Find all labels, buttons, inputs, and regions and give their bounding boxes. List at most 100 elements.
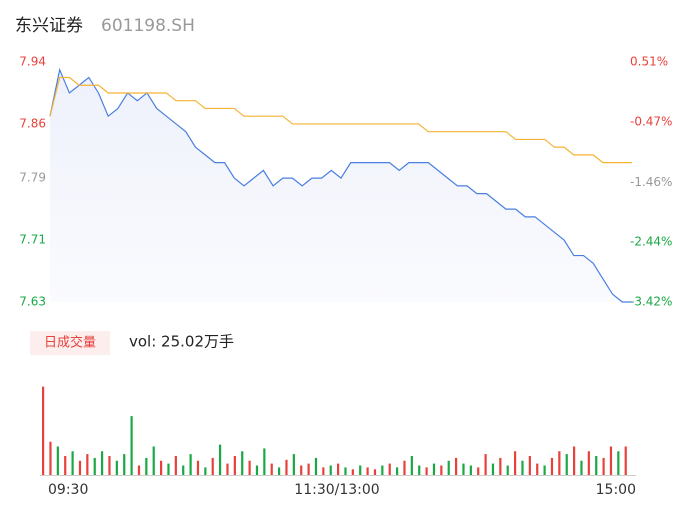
volume-bar bbox=[514, 451, 517, 475]
y2-tick-label: -0.47% bbox=[630, 114, 672, 128]
volume-bar bbox=[550, 457, 554, 475]
volume-bar bbox=[351, 469, 354, 475]
volume-bar bbox=[93, 457, 96, 475]
volume-bar bbox=[307, 463, 310, 475]
volume-bar bbox=[108, 456, 111, 475]
volume-bar bbox=[388, 463, 391, 475]
y-tick-label: 7.71 bbox=[19, 233, 46, 247]
volume-bar bbox=[381, 465, 384, 475]
volume-bar bbox=[86, 454, 89, 475]
volume-bar bbox=[617, 451, 620, 475]
stock-name: 东兴证券 bbox=[15, 16, 83, 36]
volume-bar bbox=[314, 457, 318, 475]
volume-bar bbox=[182, 465, 185, 475]
stock-code: 601198.SH bbox=[101, 16, 195, 36]
y2-tick-label: -3.42% bbox=[630, 295, 672, 309]
volume-bar bbox=[292, 454, 295, 475]
volume-bar bbox=[595, 456, 598, 475]
y2-tick-label: -1.46% bbox=[630, 175, 672, 189]
volume-bar bbox=[174, 456, 177, 475]
volume-bar bbox=[462, 463, 465, 475]
y-tick-label: 7.94 bbox=[19, 55, 46, 69]
y2-tick-label: -2.44% bbox=[630, 235, 672, 249]
volume-bar bbox=[137, 465, 141, 475]
volume-legend: 日成交量 bbox=[44, 335, 96, 351]
volume-bar bbox=[624, 446, 627, 475]
volume-bar bbox=[42, 386, 45, 475]
volume-bar bbox=[587, 451, 590, 475]
volume-bar bbox=[477, 467, 480, 475]
volume-bar bbox=[130, 416, 133, 475]
volume-bar bbox=[329, 465, 332, 475]
volume-bar bbox=[536, 463, 539, 475]
volume-bar bbox=[196, 460, 200, 475]
volume-bar bbox=[565, 454, 568, 475]
volume-bar bbox=[573, 446, 576, 475]
price-area bbox=[50, 69, 632, 302]
volume-bar bbox=[425, 467, 428, 475]
volume-bar bbox=[609, 446, 613, 475]
volume-bar bbox=[189, 454, 192, 475]
volume-bar bbox=[447, 460, 450, 475]
volume-bar bbox=[270, 463, 273, 475]
volume-bar bbox=[469, 465, 472, 475]
volume-bar bbox=[491, 463, 495, 475]
volume-bar bbox=[300, 465, 303, 475]
legend-box bbox=[30, 331, 110, 355]
volume-bar bbox=[278, 467, 281, 475]
volume-total: vol: 25.02万手 bbox=[129, 333, 234, 351]
volume-bar bbox=[344, 467, 347, 475]
volume-bar bbox=[558, 451, 561, 475]
volume-bar bbox=[152, 446, 155, 475]
volume-bar bbox=[484, 454, 487, 475]
volume-bar bbox=[580, 460, 583, 475]
y-tick-label: 7.63 bbox=[19, 295, 46, 309]
volume-bar bbox=[101, 451, 104, 475]
volume-bar bbox=[233, 456, 236, 475]
volume-bar bbox=[123, 454, 126, 475]
volume-bar bbox=[432, 463, 436, 475]
volume-bar bbox=[506, 465, 509, 475]
volume-bar bbox=[167, 463, 170, 475]
volume-bar bbox=[366, 467, 369, 475]
volume-bar bbox=[56, 446, 59, 475]
volume-bar bbox=[64, 456, 67, 475]
volume-bar bbox=[78, 460, 82, 475]
volume-bar bbox=[71, 451, 74, 475]
volume-bar bbox=[373, 469, 377, 475]
volume-bar bbox=[602, 457, 605, 475]
volume-bar bbox=[322, 467, 325, 475]
x-tick-label: 09:30 bbox=[48, 482, 88, 498]
volume-bar bbox=[211, 457, 214, 475]
volume-bar bbox=[226, 463, 229, 475]
volume-bar bbox=[160, 460, 163, 475]
volume-bar bbox=[499, 457, 502, 475]
volume-bar bbox=[440, 465, 443, 475]
volume-bar bbox=[219, 444, 222, 475]
volume-bar bbox=[241, 451, 244, 475]
volume-bar bbox=[455, 457, 458, 475]
volume-bar bbox=[145, 457, 148, 475]
volume-bar bbox=[263, 448, 266, 475]
volume-bar bbox=[285, 459, 288, 475]
y2-tick-label: 0.51% bbox=[630, 55, 668, 69]
average-line bbox=[49, 76, 632, 164]
volume-bar bbox=[337, 463, 340, 475]
volume-bar bbox=[418, 465, 421, 475]
volume-bar bbox=[396, 467, 399, 475]
volume-bar bbox=[403, 460, 406, 475]
x-tick-label: 15:00 bbox=[596, 482, 636, 498]
volume-bar bbox=[248, 460, 251, 475]
volume-bar bbox=[255, 465, 259, 475]
volume-bar bbox=[521, 460, 524, 475]
volume-bar bbox=[115, 460, 118, 475]
volume-bar bbox=[359, 465, 362, 475]
x-tick-label: 11:30/13:00 bbox=[294, 482, 379, 498]
volume-bar bbox=[204, 467, 207, 475]
volume-bar bbox=[49, 441, 52, 475]
y-tick-label: 7.79 bbox=[19, 171, 46, 185]
volume-bar bbox=[410, 456, 413, 475]
y-tick-label: 7.86 bbox=[19, 116, 46, 130]
volume-bar bbox=[528, 456, 531, 475]
